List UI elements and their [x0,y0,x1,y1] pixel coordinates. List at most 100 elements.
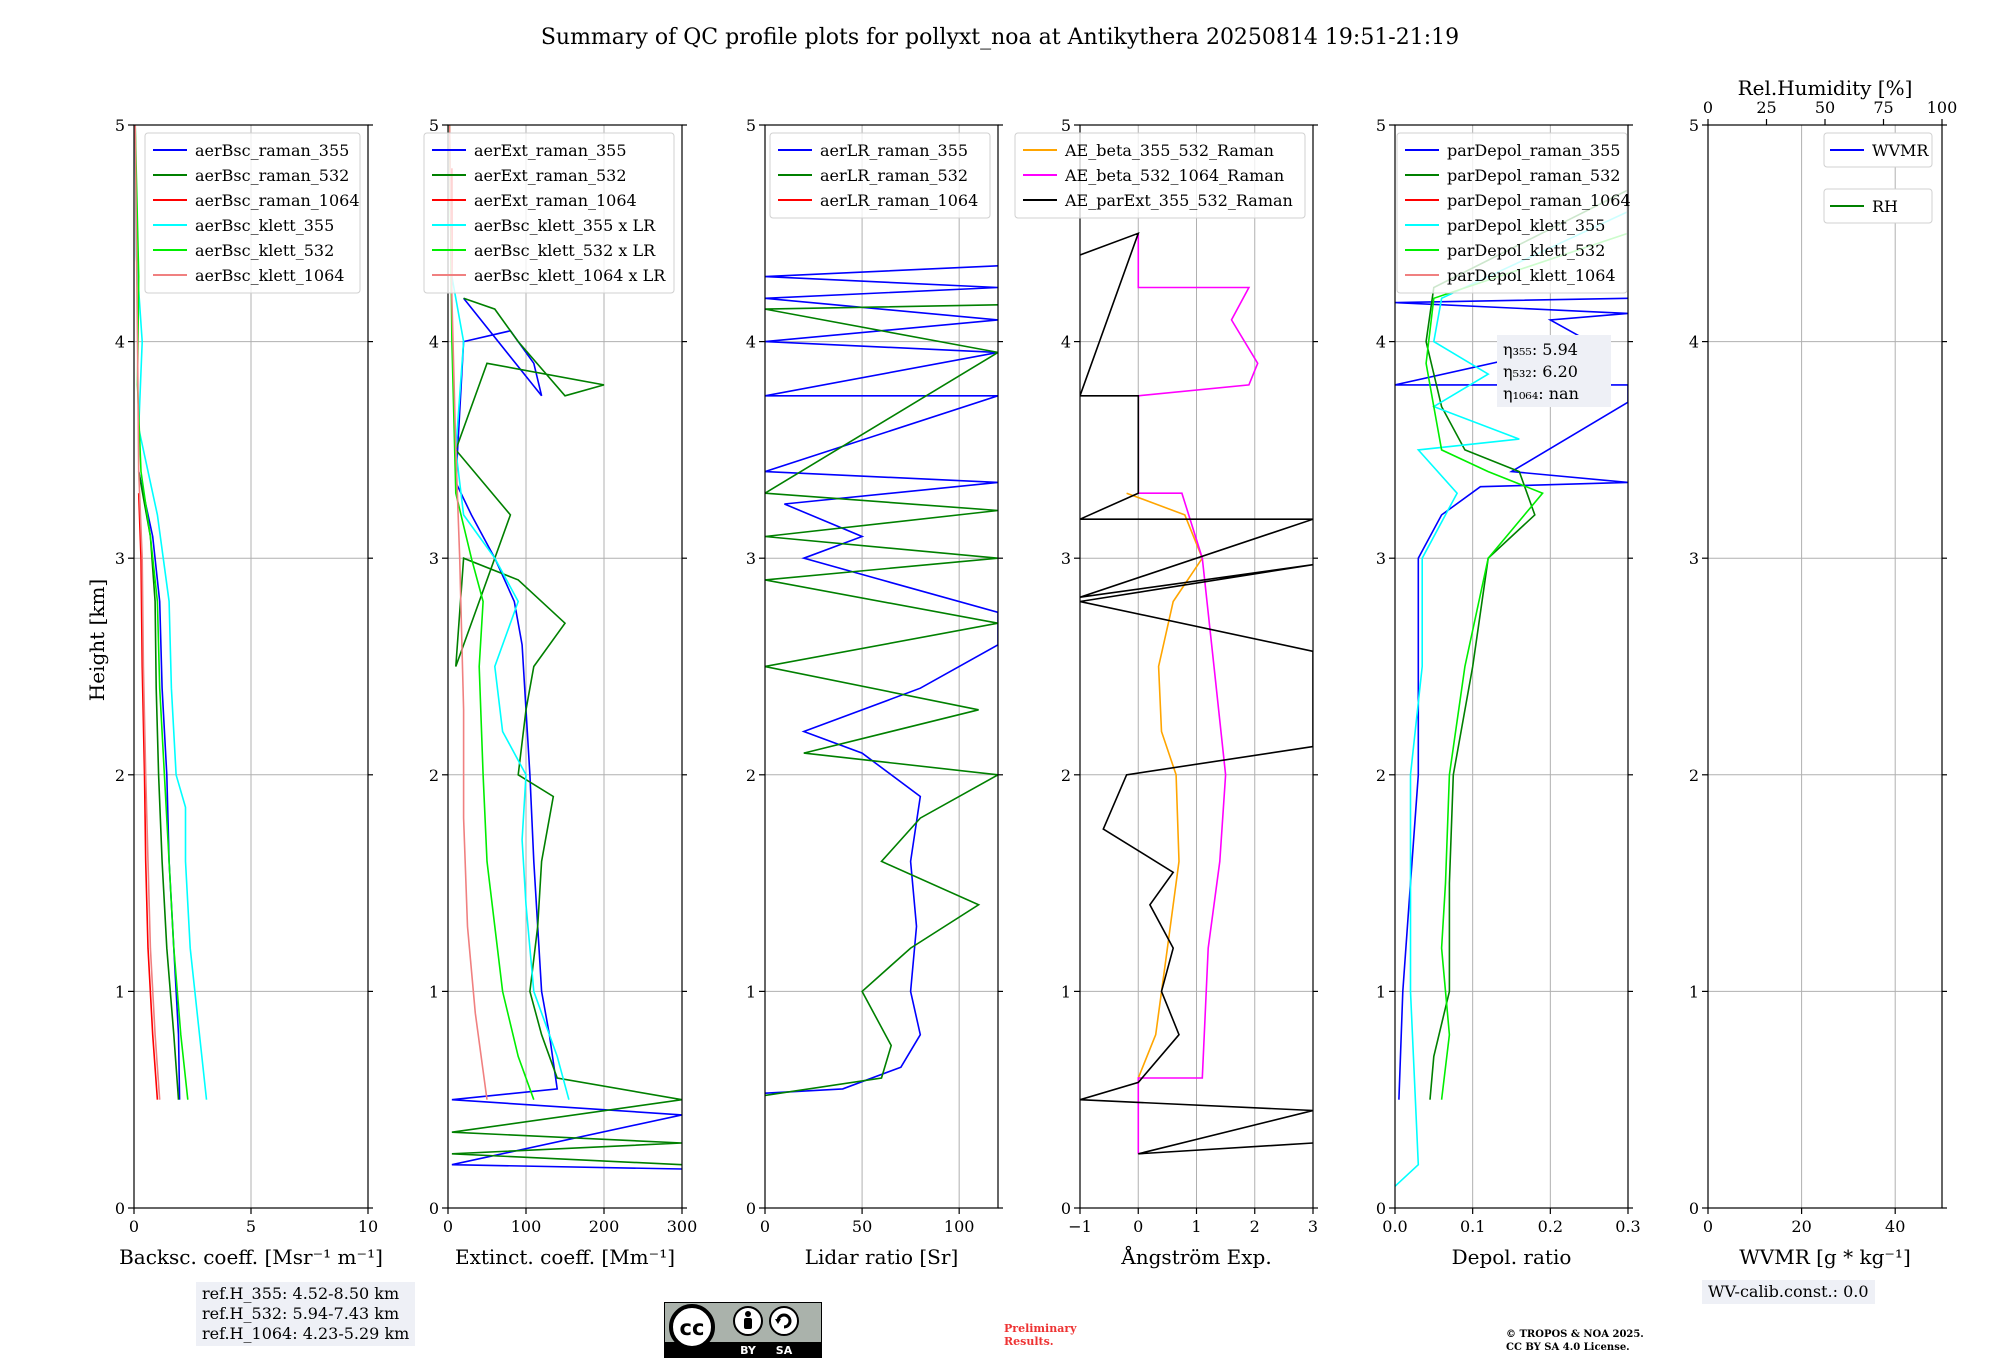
legend-label: aerBsc_klett_1064 x LR [474,266,666,285]
series-line-aerBsc_klett_1064 x LR [448,125,488,1100]
cc-logo-icon [669,1304,715,1350]
series-line-AE_beta_355_532_Raman [1126,492,1204,1079]
ref-height-532: ref.H_532: 5.94-7.43 km [202,1304,400,1323]
y-tick-label: 0 [429,1199,439,1218]
y-tick-label: 5 [746,116,756,135]
y-tick-label: 3 [1689,549,1699,568]
legend-box [769,132,991,219]
y-tick-label: 0 [746,1199,756,1218]
legend-label: AE_beta_532_1064_Raman [1064,166,1284,185]
profile-panel-1: 0 1 2 3 4 5 0 5 10 Backsc. coeff. [Msr⁻¹ m⁻¹] aerB… [115,116,383,1269]
y-tick-label: 3 [115,549,125,568]
figure-title: Summary of QC profile plots for pollyxt_… [541,25,1459,50]
y-tick-label: 5 [429,116,439,135]
x-tick-label: 20 [1791,1217,1811,1236]
x-tick-label: 0 [760,1217,770,1236]
series-line-aerBsc_klett_1064 [134,125,161,1100]
x-axis-label: Lidar ratio [Sr] [805,1245,959,1269]
copyright-note: © TROPOS & NOA 2025. CC BY SA 4.0 Licens… [1506,1328,1644,1354]
series-line-aerLR_raman_532 [765,304,998,1097]
preliminary-line-2: Results. [1004,1335,1054,1348]
x-tick-label: 0 [1703,1217,1713,1236]
copyright-line-2: CC BY SA 4.0 License. [1506,1342,1630,1353]
legend-label: parDepol_raman_532 [1447,166,1620,185]
x-tick-label: 3 [1308,1217,1318,1236]
y-tick-label: 3 [429,549,439,568]
y-tick-label: 0 [1689,1199,1699,1218]
axes-frame [447,124,683,1209]
y-tick-label: 3 [1061,549,1071,568]
annotation-text: η₅₃₂: 6.20 [1503,362,1578,381]
x-tick-label: 5 [246,1217,256,1236]
profile-panel-2: 0 1 2 3 4 5 0 100 200 300 Extinct. coeff. [Mm⁻¹] ae… [423,116,698,1269]
cc-by-sa-license-badge: cc BY SA [664,1302,822,1358]
y-tick-label: 5 [1689,116,1699,135]
x-tick-label: 100 [511,1217,542,1236]
x-tick-label: 50 [852,1217,872,1236]
series-line-aerBsc_klett_532 x LR [448,125,535,1100]
x-tick-label: 0 [1133,1217,1143,1236]
y-tick-label: 3 [1376,549,1386,568]
y-tick-label: 4 [429,333,439,352]
preliminary-line-1: Preliminary [1004,1322,1077,1335]
x-tick-label: 40 [1885,1217,1905,1236]
sa-label: SA [776,1344,793,1357]
legend-label: WVMR [1872,141,1929,160]
legend-box [1396,132,1628,294]
top-x-tick-label: 75 [1873,98,1893,117]
y-tick-label: 4 [1689,333,1699,352]
axes-frame [1707,124,1943,1209]
x-tick-label: 300 [667,1217,698,1236]
x-axis-label: WVMR [g * kg⁻¹] [1739,1245,1911,1269]
legend-label: parDepol_klett_532 [1447,241,1605,260]
x-tick-label: 0.1 [1460,1217,1485,1236]
x-axis-label: Extinct. coeff. [Mm⁻¹] [455,1245,675,1269]
series-line-parDepol_klett_532 [1425,168,1628,1100]
y-tick-label: 0 [1061,1199,1071,1218]
x-tick-label: 0 [129,1217,139,1236]
by-label: BY [740,1344,757,1357]
legend-label: aerLR_raman_1064 [820,191,978,210]
legend-label: aerBsc_raman_1064 [195,191,360,210]
y-tick-label: 0 [1376,1199,1386,1218]
y-tick-label: 2 [115,766,125,785]
legend-box [1823,188,1933,224]
legend-label: aerBsc_klett_532 [195,241,334,260]
y-tick-label: 3 [746,549,756,568]
series-line-aerBsc_klett_355 x LR [451,276,570,1100]
legend-box [423,132,675,294]
series-line-aerBsc_klett_355 [134,125,208,1100]
series-line-AE_parExt_355_532_Raman [1080,231,1313,1155]
x-tick-label: 0.2 [1538,1217,1563,1236]
x-tick-label: 2 [1250,1217,1260,1236]
legend-label: aerExt_raman_355 [474,141,627,160]
x-axis-label: Ångström Exp. [1120,1244,1271,1269]
x-tick-label: 0 [443,1217,453,1236]
ref-height-355: ref.H_355: 4.52-8.50 km [202,1284,400,1303]
reference-height-note: ref.H_355: 4.52-8.50 km ref.H_532: 5.94-… [196,1282,416,1346]
annotation-text: η₃₅₅: 5.94 [1503,340,1578,359]
y-tick-label: 2 [1061,766,1071,785]
series-line-parDepol_raman_355 [1395,297,1628,1100]
y-tick-label: 5 [1061,116,1071,135]
y-tick-label: 5 [1376,116,1386,135]
y-tick-label: 1 [746,982,756,1001]
legend-label: aerExt_raman_532 [474,166,627,185]
legend-label: aerLR_raman_355 [820,141,968,160]
axes-frame [764,124,999,1209]
legend-label: aerBsc_raman_355 [195,141,349,160]
y-tick-label: 5 [115,116,125,135]
y-tick-label: 1 [1061,982,1071,1001]
x-tick-label: 0.0 [1382,1217,1407,1236]
y-tick-label: 1 [1376,982,1386,1001]
top-x-tick-label: 50 [1815,98,1835,117]
legend-label: aerBsc_raman_532 [195,166,349,185]
y-tick-label: 4 [1061,333,1071,352]
top-x-tick-label: 0 [1703,98,1713,117]
x-axis-label: Backsc. coeff. [Msr⁻¹ m⁻¹] [119,1245,383,1269]
legend-label: RH [1872,197,1898,216]
preliminary-note: Preliminary Results. [1004,1322,1077,1348]
x-tick-label: 100 [944,1217,975,1236]
